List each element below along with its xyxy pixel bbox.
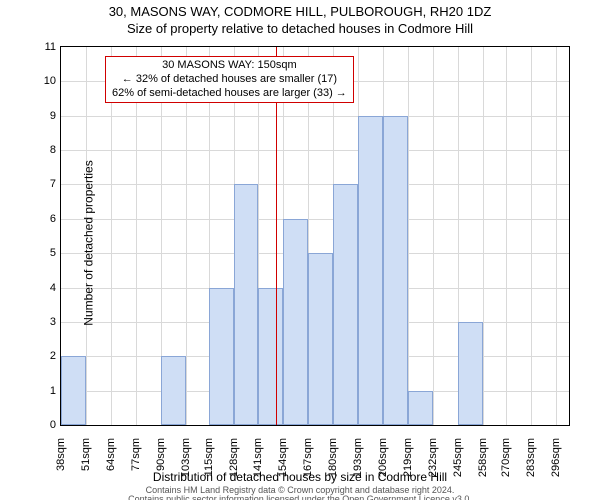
histogram-bar xyxy=(308,253,333,425)
annotation-line: 62% of semi-detached houses are larger (… xyxy=(112,87,347,101)
chart-container: 30, MASONS WAY, CODMORE HILL, PULBOROUGH… xyxy=(0,0,600,500)
x-tick-label: 115sqm xyxy=(203,438,215,488)
y-tick-label: 6 xyxy=(28,213,56,225)
histogram-bar xyxy=(258,288,283,425)
y-tick-label: 2 xyxy=(28,350,56,362)
y-tick-label: 11 xyxy=(28,41,56,53)
histogram-bar xyxy=(358,116,383,425)
x-tick-label: 232sqm xyxy=(427,438,439,488)
annotation-line: 30 MASONS WAY: 150sqm xyxy=(112,59,347,73)
x-tick-label: 193sqm xyxy=(352,438,364,488)
y-tick-label: 1 xyxy=(28,385,56,397)
gridline-h xyxy=(61,116,569,117)
histogram-bar xyxy=(408,391,433,425)
histogram-bar xyxy=(383,116,408,425)
y-tick-label: 7 xyxy=(28,178,56,190)
histogram-bar xyxy=(333,184,358,425)
annotation-line: ← 32% of detached houses are smaller (17… xyxy=(112,73,347,87)
histogram-bar xyxy=(458,322,483,425)
y-tick-label: 3 xyxy=(28,316,56,328)
y-tick-label: 8 xyxy=(28,144,56,156)
gridline-v xyxy=(433,47,434,425)
x-tick-label: 103sqm xyxy=(180,438,192,488)
x-tick-label: 219sqm xyxy=(402,438,414,488)
gridline-h xyxy=(61,184,569,185)
histogram-bar xyxy=(234,184,259,425)
gridline-v xyxy=(111,47,112,425)
y-axis-label: Number of detached properties xyxy=(82,160,96,325)
title-block: 30, MASONS WAY, CODMORE HILL, PULBOROUGH… xyxy=(0,4,600,36)
x-tick-label: 154sqm xyxy=(277,438,289,488)
gridline-v xyxy=(483,47,484,425)
x-tick-label: 51sqm xyxy=(80,438,92,488)
y-tick-label: 10 xyxy=(28,75,56,87)
y-tick-label: 9 xyxy=(28,110,56,122)
x-tick-label: 206sqm xyxy=(377,438,389,488)
footer-attribution: Contains HM Land Registry data © Crown c… xyxy=(0,486,600,500)
histogram-bar xyxy=(161,356,186,425)
gridline-v xyxy=(408,47,409,425)
gridline-v xyxy=(136,47,137,425)
gridline-h xyxy=(61,150,569,151)
x-tick-label: 245sqm xyxy=(452,438,464,488)
gridline-h xyxy=(61,219,569,220)
y-tick-label: 4 xyxy=(28,282,56,294)
x-tick-label: 258sqm xyxy=(477,438,489,488)
address-title: 30, MASONS WAY, CODMORE HILL, PULBOROUGH… xyxy=(0,4,600,19)
x-tick-label: 270sqm xyxy=(500,438,512,488)
annotation-box: 30 MASONS WAY: 150sqm← 32% of detached h… xyxy=(105,56,354,103)
x-tick-label: 180sqm xyxy=(327,438,339,488)
subtitle: Size of property relative to detached ho… xyxy=(0,21,600,36)
y-tick-label: 5 xyxy=(28,247,56,259)
x-tick-label: 90sqm xyxy=(155,438,167,488)
x-tick-label: 128sqm xyxy=(228,438,240,488)
x-tick-label: 64sqm xyxy=(105,438,117,488)
x-tick-label: 77sqm xyxy=(130,438,142,488)
x-tick-label: 283sqm xyxy=(525,438,537,488)
histogram-bar xyxy=(283,219,308,425)
gridline-v xyxy=(506,47,507,425)
x-tick-label: 296sqm xyxy=(550,438,562,488)
y-tick-label: 0 xyxy=(28,419,56,431)
gridline-v xyxy=(186,47,187,425)
footer-line-2: Contains public sector information licen… xyxy=(0,495,600,500)
x-tick-label: 141sqm xyxy=(252,438,264,488)
x-tick-label: 38sqm xyxy=(55,438,67,488)
gridline-v xyxy=(531,47,532,425)
gridline-v xyxy=(556,47,557,425)
reference-line xyxy=(276,47,277,425)
histogram-bar xyxy=(61,356,86,425)
x-tick-label: 167sqm xyxy=(302,438,314,488)
histogram-bar xyxy=(209,288,234,425)
